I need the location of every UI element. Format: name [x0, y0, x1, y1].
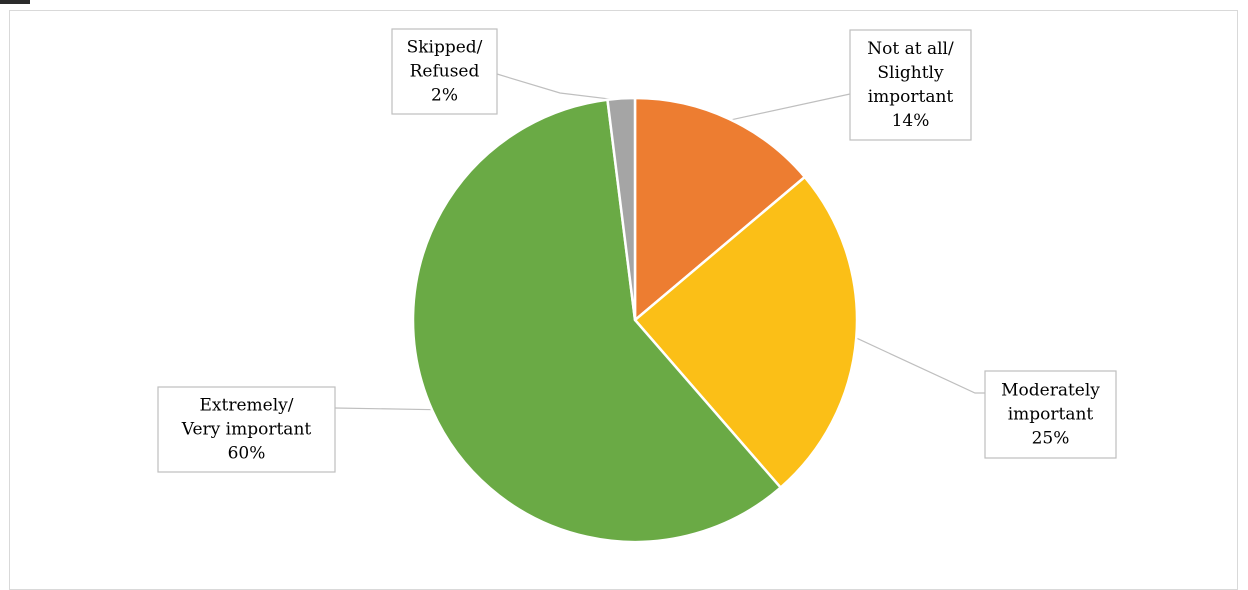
data-callout: Skipped/Refused 2% [391, 28, 498, 115]
callout-value-label: 25% [1032, 429, 1070, 449]
callout-category-label: Slightly [877, 63, 944, 83]
callout-box [157, 386, 336, 473]
data-callout: Moderately important 25% [984, 370, 1117, 459]
data-callout: Extremely/Very important 60% [157, 386, 336, 473]
callout-value-label: 14% [892, 111, 930, 131]
leader-lines [334, 73, 985, 411]
callout-category-label: important [1008, 405, 1094, 425]
header-bar-fragment [0, 0, 30, 4]
pie-slices [411, 96, 859, 544]
leader-line [496, 73, 622, 102]
pie-slice [633, 175, 859, 489]
callout-category-label: Extremely/ [200, 396, 294, 416]
leader-line [854, 336, 985, 394]
data-callouts: Not at all/Slightly important 14% Moderatel… [157, 28, 1117, 473]
callout-category-label: Moderately [1001, 381, 1100, 401]
pie-slice [633, 96, 807, 322]
callout-value-label: 2% [431, 86, 458, 106]
callout-category-label: important [868, 87, 954, 107]
callout-box [984, 370, 1117, 459]
callout-box [391, 28, 498, 115]
leader-line [727, 93, 851, 122]
callout-box [849, 29, 972, 141]
callout-value-label: 60% [228, 444, 266, 464]
data-callout: Not at all/Slightly important 14% [849, 29, 972, 141]
callout-category-label: Not at all/ [867, 39, 954, 59]
callout-category-label: Very important [181, 420, 312, 440]
leader-line [334, 407, 435, 411]
callout-category-label: Skipped/ [407, 38, 483, 58]
pie-slice [606, 96, 637, 322]
pie-slice [411, 98, 782, 544]
callout-category-label: Refused [410, 62, 480, 82]
